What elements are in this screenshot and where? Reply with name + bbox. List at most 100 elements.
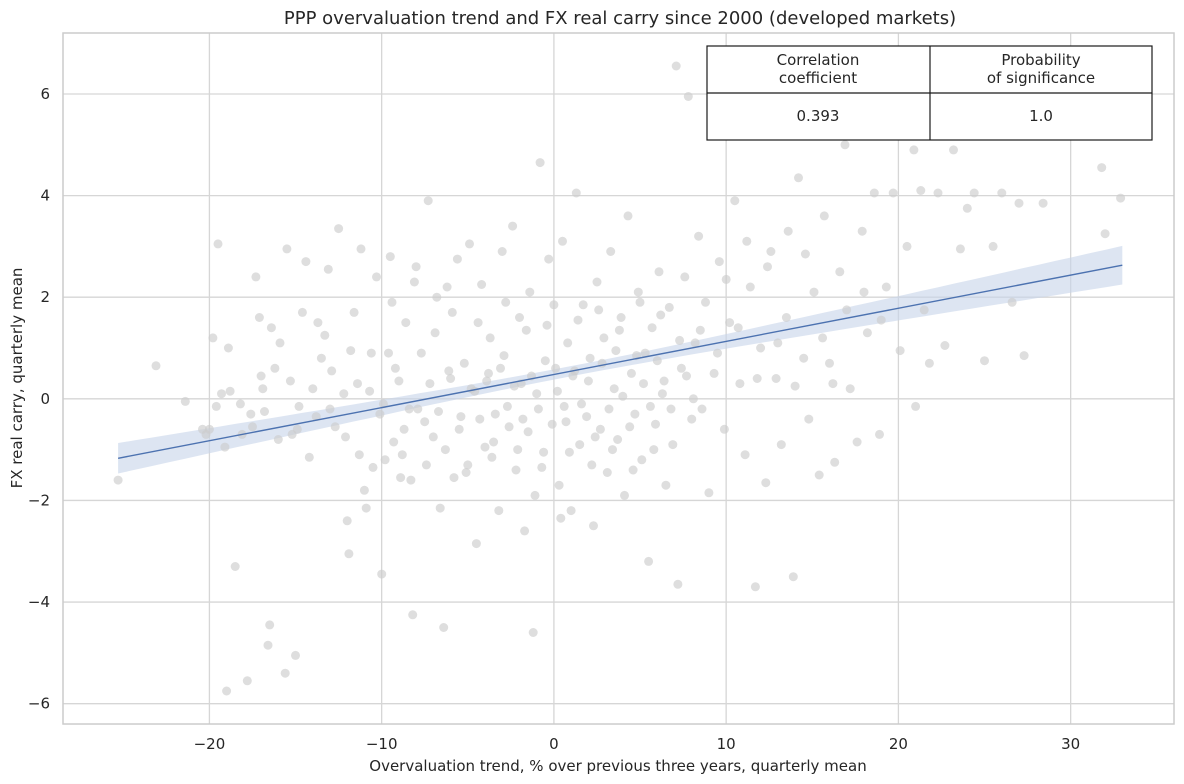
confidence-band <box>118 245 1123 474</box>
scatter-point <box>563 338 573 348</box>
scatter-point <box>375 409 385 419</box>
scatter-point <box>447 307 457 317</box>
scatter-point <box>594 305 604 315</box>
scatter-point <box>919 305 929 315</box>
scatter-point <box>330 422 340 432</box>
scatter-point <box>592 277 602 287</box>
scatter-point <box>396 473 406 483</box>
scatter-point <box>260 407 269 416</box>
scatter-point <box>949 145 958 155</box>
scatter-point <box>881 282 891 292</box>
scatter-point <box>208 333 218 343</box>
scatter-point <box>533 404 543 414</box>
scatter-point <box>590 432 600 442</box>
scatter-point <box>465 239 474 249</box>
scatter-point <box>542 320 552 330</box>
scatter-point <box>275 338 285 348</box>
scatter-point <box>425 379 435 389</box>
scatter-point <box>242 676 252 686</box>
scatter-point <box>217 389 226 399</box>
scatter-point <box>530 490 540 500</box>
scatter-point <box>480 442 490 452</box>
scatter-point <box>323 264 333 274</box>
scatter-point <box>559 401 569 411</box>
scatter-point <box>752 374 762 383</box>
scatter-point <box>909 145 919 155</box>
scatter-point <box>320 330 330 340</box>
scatter-point <box>461 468 471 477</box>
scatter-point <box>387 297 397 307</box>
scatter-point <box>980 356 989 366</box>
scatter-point <box>446 374 456 383</box>
scatter-point <box>611 346 621 356</box>
scatter-point <box>783 226 793 236</box>
scatter-point <box>537 462 547 472</box>
scatter-point <box>220 442 230 452</box>
scatter-point <box>404 404 414 414</box>
scatter-point <box>623 211 633 221</box>
table-correlation-value: 0.393 <box>797 107 840 125</box>
scatter-point <box>273 435 283 444</box>
scatter-point <box>671 61 681 71</box>
scatter-point <box>561 417 571 427</box>
scatter-point <box>766 247 776 256</box>
scatter-point <box>730 196 740 206</box>
scatter-point <box>571 188 581 198</box>
scatter-point <box>781 313 791 322</box>
scatter-point <box>799 353 809 363</box>
scatter-point <box>344 549 354 559</box>
scatter-point <box>254 313 264 322</box>
scatter-point <box>401 318 411 328</box>
y-tick-label: 4 <box>40 187 50 205</box>
scatter-point <box>270 363 280 373</box>
scatter-point <box>1007 297 1017 307</box>
scatter-point <box>502 401 512 411</box>
scatter-point <box>513 445 523 455</box>
y-tick-label: 6 <box>40 85 50 103</box>
scatter-point <box>556 513 566 523</box>
scatter-point <box>661 480 671 490</box>
scatter-point <box>235 399 245 409</box>
scatter-point <box>651 419 660 429</box>
scatter-point <box>614 325 624 335</box>
scatter-point <box>263 640 273 650</box>
scatter-point <box>790 381 800 391</box>
y-tick-label: −2 <box>28 491 50 509</box>
chart-title: PPP overvaluation trend and FX real carr… <box>284 8 956 29</box>
scatter-point <box>558 236 567 246</box>
y-axis-label: FX real carry, quarterly mean <box>8 268 26 489</box>
scatter-point <box>649 445 659 455</box>
scatter-point <box>501 297 511 307</box>
scatter-point <box>1038 198 1048 208</box>
scatter-point <box>291 650 300 660</box>
scatter-point <box>709 368 719 378</box>
scatter-point <box>809 287 819 297</box>
scatter-point <box>644 556 654 566</box>
scatter-point <box>211 401 221 411</box>
y-tick-label: −6 <box>28 695 50 713</box>
scatter-point <box>539 447 549 457</box>
scatter-point <box>609 384 619 394</box>
scatter-point <box>311 412 321 422</box>
scatter-point <box>354 450 364 460</box>
scatter-point <box>842 305 852 315</box>
scatter-point <box>575 440 585 450</box>
scatter-point <box>521 325 531 335</box>
scatter-point <box>444 366 454 376</box>
y-tick-label: −4 <box>28 593 50 611</box>
scatter-point <box>420 417 430 427</box>
scatter-point <box>916 186 926 195</box>
scatter-point <box>694 231 704 241</box>
scatter-point <box>520 526 530 536</box>
scatter-point <box>342 516 352 526</box>
scatter-point <box>857 226 867 236</box>
scatter-point <box>292 424 302 434</box>
scatter-point <box>639 379 648 389</box>
scatter-point <box>628 465 638 475</box>
scatter-point <box>740 450 750 460</box>
regression-line <box>117 264 1123 459</box>
scatter-point <box>675 335 685 345</box>
scatter-point <box>384 348 393 358</box>
scatter-point <box>365 386 375 396</box>
scatter-point <box>988 241 998 251</box>
